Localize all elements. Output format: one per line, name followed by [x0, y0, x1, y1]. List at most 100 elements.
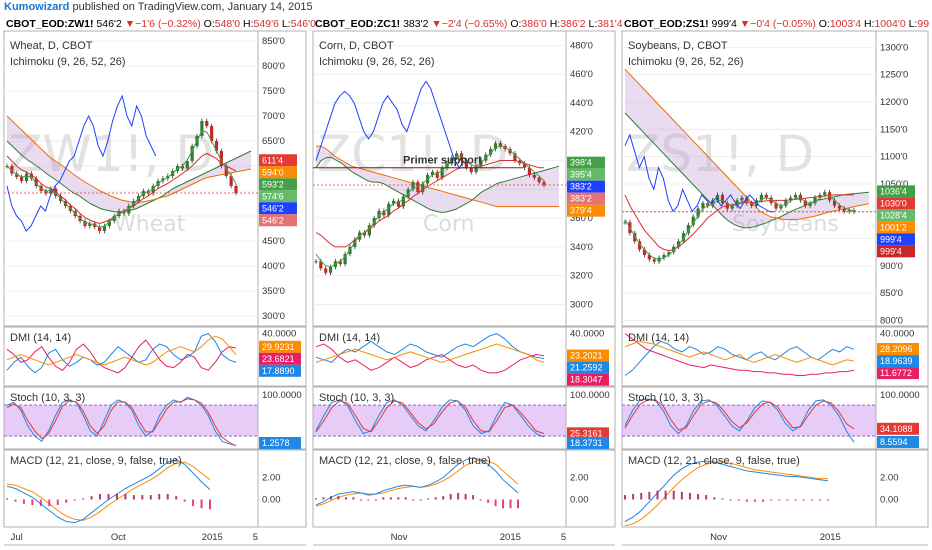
senkou-span-b-line	[6, 115, 252, 203]
candle-body	[15, 173, 19, 177]
quote-l-label: L:	[279, 18, 291, 30]
dmi-plus-line	[6, 333, 237, 374]
price-tag-label: 999'4	[880, 234, 902, 244]
macd-histogram-bar	[31, 499, 34, 505]
quote-change: ▼−2'4 (−0.65%)	[431, 18, 507, 30]
price-tick-label: 850'0	[262, 36, 285, 47]
macd-histogram-bar	[141, 495, 144, 500]
candle-body	[328, 267, 333, 273]
macd-histogram-bar	[124, 494, 127, 500]
candle-body	[647, 254, 651, 260]
price-tick-label: 1050'0	[880, 179, 908, 190]
dmi-tick-label: 40.0000	[880, 329, 914, 340]
candle-body	[508, 149, 512, 154]
quote-h-label: H:	[240, 18, 253, 30]
stoch-value-tag	[567, 437, 609, 449]
quote-l-label: L:	[586, 18, 598, 30]
candle-body	[464, 160, 468, 168]
chikou-line	[315, 80, 465, 169]
macd-histogram-bar	[322, 497, 325, 500]
candle-body	[430, 172, 435, 175]
indicator-label: Ichimoku (9, 26, 52, 26)	[10, 56, 126, 68]
price-tag	[877, 185, 915, 198]
candle-body	[338, 261, 342, 265]
macd-histogram-bar	[344, 497, 347, 500]
quote-line: CBOT_EOD:ZS1! 999'4 ▼−0'4 (−0.05%) O:100…	[624, 18, 929, 30]
macd-histogram-bar	[107, 494, 110, 500]
stoch-value-tag	[259, 437, 301, 449]
dmi-tick-label: 40.0000	[262, 329, 296, 340]
macd-histogram-bar	[14, 499, 17, 502]
price-tag	[877, 233, 915, 246]
macd-histogram-bar	[713, 497, 716, 500]
quote-change: ▼−1'6 (−0.32%)	[125, 18, 201, 30]
candle-body	[701, 203, 705, 209]
price-tick-label: 750'0	[262, 86, 285, 97]
dmi-tick-label: 40.0000	[570, 329, 604, 340]
candle-body	[440, 167, 444, 178]
price-tick-label: 650'0	[262, 136, 285, 147]
candle-body	[740, 197, 744, 201]
price-tag-label: 395'4	[570, 170, 592, 180]
macd-histogram-bar	[56, 499, 59, 505]
macd-histogram-bar	[183, 499, 186, 502]
macd-histogram-bar	[494, 499, 497, 507]
candle-body	[823, 192, 827, 195]
macd-histogram-bar	[697, 494, 700, 500]
price-tag	[259, 202, 297, 215]
quote-change: ▼−0'4 (−0.05%)	[740, 18, 816, 30]
candle-body	[392, 200, 396, 204]
dmi-label: DMI (14, 14)	[628, 332, 689, 344]
dmi-value-tag-label: 17.8890	[262, 366, 295, 376]
price-tag-label: 383'2	[570, 194, 592, 204]
indicator-label: Ichimoku (9, 26, 52, 26)	[319, 56, 435, 68]
macd-histogram-bar	[329, 496, 332, 500]
candle-body	[107, 221, 111, 226]
quote-line: CBOT_EOD:ZW1! 546'2 ▼−1'6 (−0.32%) O:548…	[6, 18, 316, 30]
candle-body	[20, 177, 24, 181]
macd-histogram-bar	[374, 499, 377, 501]
macd-tick-label: 2.00	[570, 473, 589, 484]
candle-body	[750, 203, 754, 206]
price-tick-label: 340'0	[570, 242, 593, 253]
macd-histogram-bar	[419, 499, 422, 501]
candle-body	[527, 167, 532, 175]
candle-body	[803, 200, 807, 206]
candle-body	[847, 210, 851, 212]
macd-label: MACD (12, 21, close, 9, false, true)	[319, 455, 491, 467]
author-link[interactable]: Kumowizard	[4, 1, 70, 13]
watermark: ZW1!, D	[8, 125, 214, 183]
price-tag-label: 999'4	[880, 246, 902, 256]
macd-histogram-bar	[517, 499, 519, 509]
candle-body	[652, 259, 656, 262]
price-tag-label: 383'2	[570, 182, 592, 192]
quote-symbol: CBOT_EOD:ZS1!	[624, 18, 709, 30]
quote-price: 383'2	[400, 18, 431, 30]
price-tick-label: 440'0	[570, 98, 593, 109]
macd-histogram-bar	[778, 499, 781, 501]
stoch-value-tag-label: 8.5594	[880, 437, 908, 447]
dmi-value-tag	[567, 373, 609, 386]
macd-histogram-bar	[166, 494, 169, 500]
dmi-value-tag-label: 23.2021	[570, 351, 603, 361]
price-tag-label: 546'2	[262, 215, 284, 225]
price-tick-label: 300'0	[570, 299, 593, 310]
macd-histogram-bar	[786, 499, 789, 501]
chart-title: Soybeans, D, CBOT	[628, 40, 728, 52]
price-tick-label: 460'0	[570, 69, 593, 80]
candle-body	[498, 143, 502, 147]
macd-histogram-bar	[487, 499, 490, 503]
candle-body	[745, 197, 749, 204]
candle-body	[455, 153, 459, 158]
candle-body	[686, 224, 690, 234]
panel-3: CBOT_EOD:ZS1! 999'4 ▼−0'4 (−0.05%) O:100…	[621, 18, 929, 546]
dmi-value-tag-label: 29.9231	[262, 342, 295, 352]
candle-body	[522, 163, 527, 168]
candle-body	[214, 141, 219, 151]
macd-histogram-bar	[762, 499, 765, 502]
macd-histogram-bar	[427, 498, 430, 500]
kijun-line	[624, 194, 854, 252]
annotation-text: Primer support	[403, 155, 482, 167]
senkou-span-a-line	[315, 157, 560, 213]
dmi-value-tag	[877, 367, 919, 380]
